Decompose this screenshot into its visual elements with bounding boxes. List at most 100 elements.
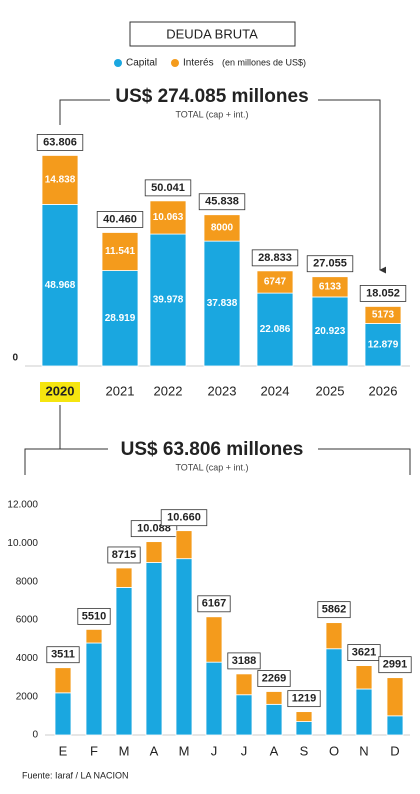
total-label: 63.806 bbox=[43, 136, 77, 148]
bar-segment bbox=[355, 665, 373, 690]
total-box bbox=[251, 249, 299, 267]
x-tick-label: 2020 bbox=[46, 383, 75, 398]
value-label: 6133 bbox=[319, 281, 342, 292]
legend-swatch bbox=[114, 59, 122, 67]
value-label: 22.086 bbox=[260, 324, 291, 335]
y-tick-label: 2000 bbox=[16, 691, 39, 702]
bar-segment bbox=[311, 296, 349, 367]
chart-title: US$ 63.806 millones bbox=[121, 439, 304, 460]
bar-segment bbox=[41, 204, 79, 367]
x-tick-label: 2026 bbox=[369, 383, 398, 398]
total-box bbox=[46, 646, 80, 664]
total-label: 6167 bbox=[202, 598, 226, 610]
x-tick-label: A bbox=[150, 743, 159, 758]
total-box bbox=[96, 211, 144, 228]
x-tick-label: J bbox=[241, 743, 248, 758]
total-label: 3511 bbox=[51, 649, 75, 661]
total-label: 5862 bbox=[322, 604, 346, 616]
y-tick-label: 8000 bbox=[16, 576, 39, 587]
y-tick-label: 10.000 bbox=[7, 538, 38, 549]
value-label: 48.968 bbox=[45, 280, 76, 291]
bar-segment bbox=[54, 667, 72, 694]
total-label: 28.833 bbox=[258, 252, 292, 264]
y-tick-label: 0 bbox=[32, 730, 38, 741]
total-label: 8715 bbox=[112, 549, 136, 561]
bar-segment bbox=[115, 587, 133, 736]
bar-segment bbox=[386, 677, 404, 717]
y-tick-label: 6000 bbox=[16, 615, 39, 626]
bar-segment bbox=[85, 642, 103, 736]
bar-segment bbox=[355, 688, 373, 736]
total-label: 45.838 bbox=[205, 196, 239, 208]
total-box bbox=[36, 134, 84, 151]
total-box bbox=[287, 690, 321, 708]
x-tick-label: 2022 bbox=[154, 383, 183, 398]
total-label: 50.041 bbox=[151, 182, 185, 194]
x-tick-label: A bbox=[270, 743, 279, 758]
bar-segment bbox=[175, 530, 193, 560]
x-tick-label: 2024 bbox=[261, 383, 290, 398]
value-label: 37.838 bbox=[207, 298, 238, 309]
bar-segment bbox=[265, 691, 283, 705]
total-label: 3188 bbox=[232, 655, 256, 667]
total-box bbox=[198, 193, 246, 211]
bar-segment bbox=[149, 233, 187, 367]
bar-segment bbox=[295, 711, 313, 722]
value-label: 39.978 bbox=[153, 295, 184, 306]
total-label: 27.055 bbox=[313, 258, 347, 270]
bar-segment bbox=[235, 694, 253, 736]
total-box bbox=[378, 656, 412, 674]
bar-segment bbox=[145, 541, 163, 563]
bar-segment bbox=[364, 306, 402, 324]
total-box bbox=[227, 652, 261, 670]
total-label: 18.052 bbox=[366, 287, 400, 299]
total-box bbox=[107, 546, 141, 564]
value-label: 10.063 bbox=[153, 212, 184, 223]
total-box bbox=[347, 644, 381, 661]
total-box bbox=[144, 179, 192, 197]
x-tick-label: M bbox=[179, 743, 190, 758]
x-tick-label: M bbox=[119, 743, 130, 758]
bar-segment bbox=[265, 703, 283, 736]
chart-subtitle: TOTAL (cap + int.) bbox=[175, 462, 248, 472]
value-label: 11.541 bbox=[105, 246, 135, 257]
bar-segment bbox=[235, 673, 253, 696]
bar-segment bbox=[149, 200, 187, 235]
value-label: 6747 bbox=[264, 277, 287, 288]
bar-segment bbox=[101, 232, 139, 271]
bar-segment bbox=[41, 155, 79, 205]
chart-subtitle: TOTAL (cap + int.) bbox=[175, 109, 248, 119]
y-tick-label: 0 bbox=[12, 353, 18, 364]
x-tick-label: O bbox=[329, 743, 339, 758]
legend-note: (en millones de US$) bbox=[222, 57, 306, 67]
chart-title: US$ 274.085 millones bbox=[115, 86, 308, 107]
total-label: 40.460 bbox=[103, 213, 137, 225]
total-box bbox=[160, 509, 208, 527]
x-tick-label: 2023 bbox=[208, 383, 237, 398]
total-label: 5510 bbox=[82, 610, 106, 622]
x-tick-label: F bbox=[90, 743, 98, 758]
bar-segment bbox=[295, 721, 313, 736]
x-tick-label: E bbox=[59, 743, 68, 758]
bar-segment bbox=[54, 692, 72, 736]
bar-segment bbox=[145, 562, 163, 736]
total-box bbox=[77, 607, 111, 625]
total-box bbox=[257, 670, 291, 687]
bracket bbox=[59, 99, 380, 270]
total-label: 2991 bbox=[383, 659, 407, 671]
value-label: 12.879 bbox=[368, 339, 399, 350]
bracket bbox=[24, 405, 411, 475]
bar-segment bbox=[85, 628, 103, 644]
value-label: 20.923 bbox=[315, 326, 346, 337]
y-tick-label: 12.000 bbox=[7, 500, 38, 511]
bar-segment bbox=[205, 616, 223, 663]
x-tick-label: 2021 bbox=[106, 383, 135, 398]
value-label: 14.838 bbox=[45, 175, 76, 186]
bar-segment bbox=[325, 622, 343, 650]
bar-segment bbox=[311, 276, 349, 298]
x-tick-label: J bbox=[211, 743, 218, 758]
value-label: 8000 bbox=[211, 223, 234, 234]
total-box bbox=[317, 601, 351, 619]
total-label: 3621 bbox=[352, 647, 376, 659]
bar-segment bbox=[256, 270, 294, 294]
